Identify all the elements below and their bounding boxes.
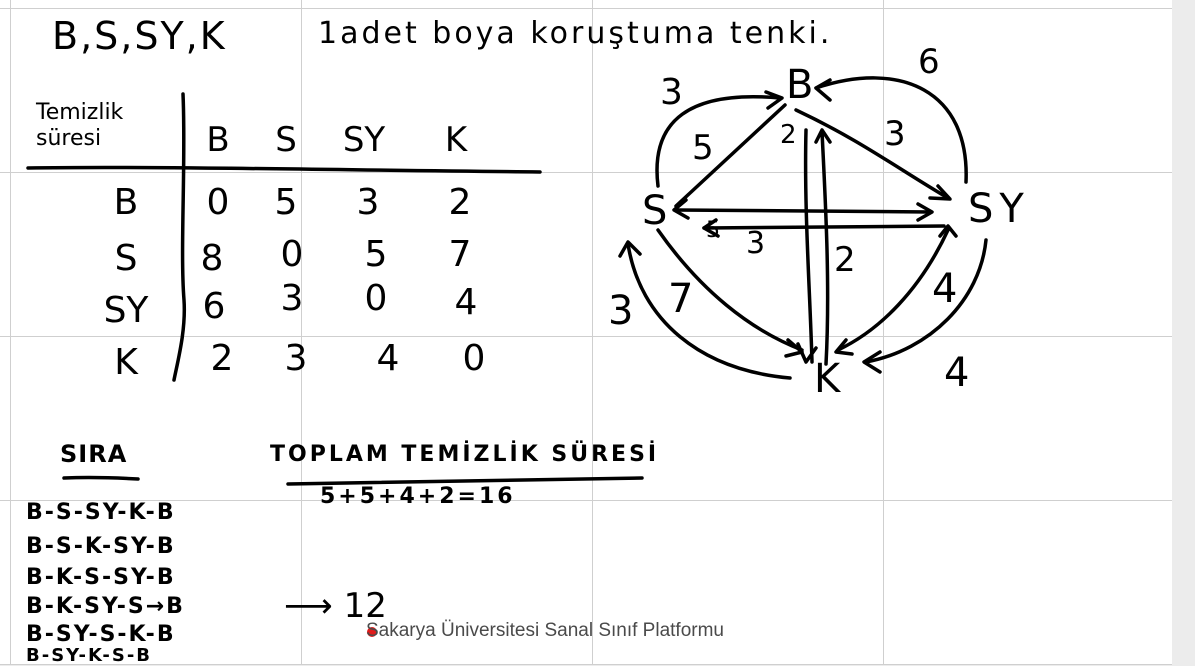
matrix-row-label: K [114, 342, 138, 383]
edge-s-sy [674, 208, 932, 214]
matrix-cell: 6 [202, 286, 226, 327]
sequence-item: B-SY-K-S-B [26, 645, 153, 666]
matrix-cell: 3 [356, 182, 380, 223]
sequence-item: B-K-S-SY-B [26, 565, 176, 590]
edge-label: 3 [608, 288, 634, 334]
arrowhead [814, 128, 832, 144]
sequence-item: B-S-K-SY-B [26, 534, 176, 559]
edge-sy-s [702, 224, 946, 230]
matrix-cell: 0 [280, 234, 304, 275]
edge-label: 4 [932, 266, 958, 312]
arrowhead [834, 338, 854, 356]
matrix-col-header: S [275, 120, 297, 160]
sequence-item: B-SY-S-K-B [26, 622, 176, 647]
edge-b-s [674, 103, 787, 208]
matrix-col-header: SY [342, 120, 386, 160]
arrowhead [672, 198, 690, 220]
edge-b-sy [794, 108, 950, 200]
matrix-cell: 5 [274, 182, 298, 223]
edge-label: 6 [918, 42, 940, 82]
arrowhead [618, 240, 642, 258]
graph-node-s: S [642, 188, 668, 234]
graph-node-sy: SY [968, 186, 1030, 232]
edge-s-k [656, 228, 804, 352]
result-value: 12 [343, 586, 387, 626]
matrix-divider-vertical [172, 92, 187, 382]
arrowhead [916, 202, 934, 222]
edge-sy-b-outer [814, 76, 968, 184]
matrix-row-label: B [113, 182, 139, 223]
edge-k-sy [864, 238, 988, 364]
matrix-row-label: S [114, 238, 138, 279]
arrowhead [702, 218, 720, 238]
matrix-header-line1: Temizlik [36, 100, 124, 125]
edge-label: 3 [884, 114, 906, 154]
sira-underline [62, 475, 140, 481]
matrix-cell: 3 [280, 278, 304, 319]
sequence-item: B-K-SY-S→B [26, 594, 185, 619]
arrowhead [814, 78, 832, 102]
platform-footer: Sakarya Üniversitesi Sanal Sınıf Platfor… [366, 620, 724, 641]
arrowhead [764, 90, 784, 110]
matrix-header-line2: süresi [36, 126, 102, 151]
edge-s-b-outer [655, 95, 782, 188]
matrix-cell: 2 [210, 338, 234, 379]
matrix-cell: 0 [364, 278, 388, 319]
sira-label: SIRA [60, 440, 128, 468]
edge-label: 2 [780, 120, 797, 150]
edge-label: 7 [668, 276, 694, 322]
matrix-cell: 7 [448, 234, 472, 275]
edge-b-k [803, 128, 814, 364]
matrix-divider-horizontal [26, 165, 542, 174]
matrix-header-label: Temizlik süresi [36, 100, 123, 152]
matrix-cell: 5 [364, 234, 388, 275]
edge-label: 5 [692, 128, 714, 168]
matrix-row-label: SY [103, 290, 149, 331]
matrix-cell: 8 [200, 238, 224, 279]
edge-label: 2 [834, 240, 856, 280]
matrix-cell: 4 [376, 338, 400, 379]
handwriting-layer [26, 76, 988, 486]
toplam-underline [286, 476, 644, 486]
edge-sy-k [836, 228, 950, 352]
matrix-col-header: B [206, 120, 230, 160]
graph-node-b: B [786, 62, 814, 108]
result-arrow: ⟶ [284, 586, 333, 626]
title-left: B,S,SY,K [52, 14, 227, 58]
graph-node-k: K [814, 356, 841, 402]
edge-k-b [820, 130, 830, 366]
arrowhead [784, 338, 804, 358]
matrix-col-header: K [444, 120, 468, 160]
arrowhead [862, 350, 882, 374]
matrix-cell: 4 [454, 282, 478, 323]
sequence-item: B-S-SY-K-B [26, 500, 176, 525]
toplam-label: TOPLAM TEMİZLİK SÜRESİ [270, 442, 660, 467]
edge-label: 3 [660, 72, 683, 113]
toplam-sum: 5+5+4+2=16 [320, 484, 516, 509]
arrowhead [938, 224, 958, 238]
result-note: ⟶ 12 [284, 586, 387, 626]
title-right: 1adet boya koruştuma tenki. [318, 16, 833, 51]
recording-dot [367, 627, 377, 637]
matrix-cell: 0 [462, 338, 486, 379]
edge-k-s [626, 242, 792, 380]
edge-label: 5 [706, 218, 720, 243]
edge-label: 3 [746, 226, 766, 261]
matrix-cell: 2 [448, 182, 472, 223]
matrix-cell: 0 [206, 182, 230, 223]
arrowhead [928, 184, 952, 201]
matrix-cell: 3 [284, 338, 308, 379]
edge-label: 4 [944, 350, 970, 396]
